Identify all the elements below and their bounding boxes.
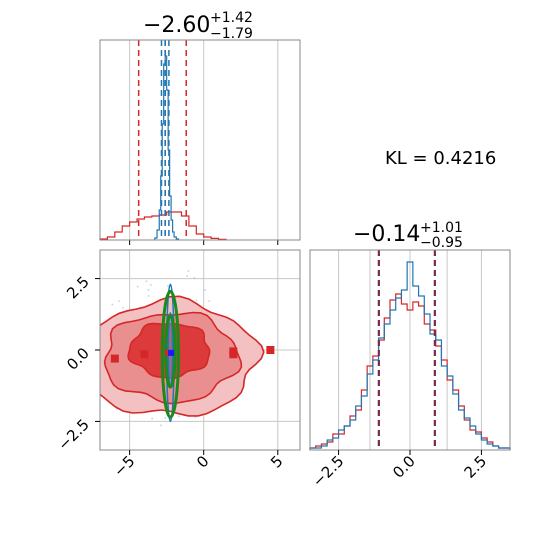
joint-sample-point (208, 300, 211, 303)
y-marginal-title: −0.14 (353, 222, 420, 247)
joint-sample-point (111, 303, 114, 306)
joint-sample-point (151, 417, 154, 420)
joint-sample-point (118, 300, 120, 303)
y-marginal-title-sup: +1.01 (420, 220, 463, 236)
joint-sample-point (195, 299, 198, 302)
joint-sample-point (147, 289, 150, 291)
y-marginal-title-sub: −0.95 (420, 235, 463, 251)
red-outlier-point (140, 350, 149, 359)
y-marginal-x-tick-label: 2.5 (461, 452, 491, 482)
joint-sample-point (145, 280, 148, 283)
joint-sample-point (160, 424, 162, 427)
y-marginal-x-tick-label: 0.0 (389, 452, 419, 482)
x-marginal-title-sup: +1.42 (210, 10, 253, 26)
y-marginal-x-tick-label: −2.5 (309, 452, 347, 490)
blue-center-point (168, 349, 175, 356)
kl-annotation: KL = 0.4216 (385, 148, 496, 169)
joint-sample-point (177, 415, 180, 418)
joint-sample-point (186, 275, 189, 278)
x-marginal-title: −2.60 (143, 13, 210, 38)
joint-sample-point (187, 270, 190, 272)
x-marginal-histogram-red (99, 211, 227, 240)
joint-plot-area (100, 250, 300, 450)
joint-sample-point (166, 285, 169, 287)
x-marginal-panel (99, 39, 301, 245)
red-outlier-point (266, 346, 275, 354)
y-marginal-title-main: −0.14 (353, 222, 420, 247)
x-marginal-frame (99, 39, 301, 241)
joint-sample-point (193, 277, 196, 279)
x-marginal-title-main: −2.60 (143, 13, 210, 38)
joint-sample-point (122, 306, 125, 309)
joint-x-tick-label: 0 (193, 452, 212, 471)
joint-sample-point (204, 289, 206, 291)
joint-y-tick-label: 2.5 (63, 273, 93, 303)
y-marginal-panel: −2.5 0.0 2.5 (309, 249, 511, 491)
joint-x-tick-label: −5 (110, 452, 138, 480)
joint-panel: −5 0 5 −2.5 0.0 2.5 (54, 249, 301, 480)
joint-sample-point (147, 295, 150, 297)
joint-sample-point (136, 285, 139, 288)
y-marginal-histogram-blue (309, 261, 511, 450)
joint-sample-point (150, 284, 152, 286)
red-outlier-point (110, 354, 119, 363)
joint-y-tick-label: −2.5 (54, 416, 92, 454)
joint-x-tick-label: 5 (267, 452, 286, 471)
x-marginal-title-sub: −1.79 (210, 26, 253, 42)
x-marginal-histogram-blue (154, 55, 180, 240)
joint-sample-point (164, 416, 167, 419)
joint-y-tick-label: 0.0 (63, 344, 93, 374)
green-contour (160, 289, 181, 419)
red-outlier-point (229, 350, 238, 359)
